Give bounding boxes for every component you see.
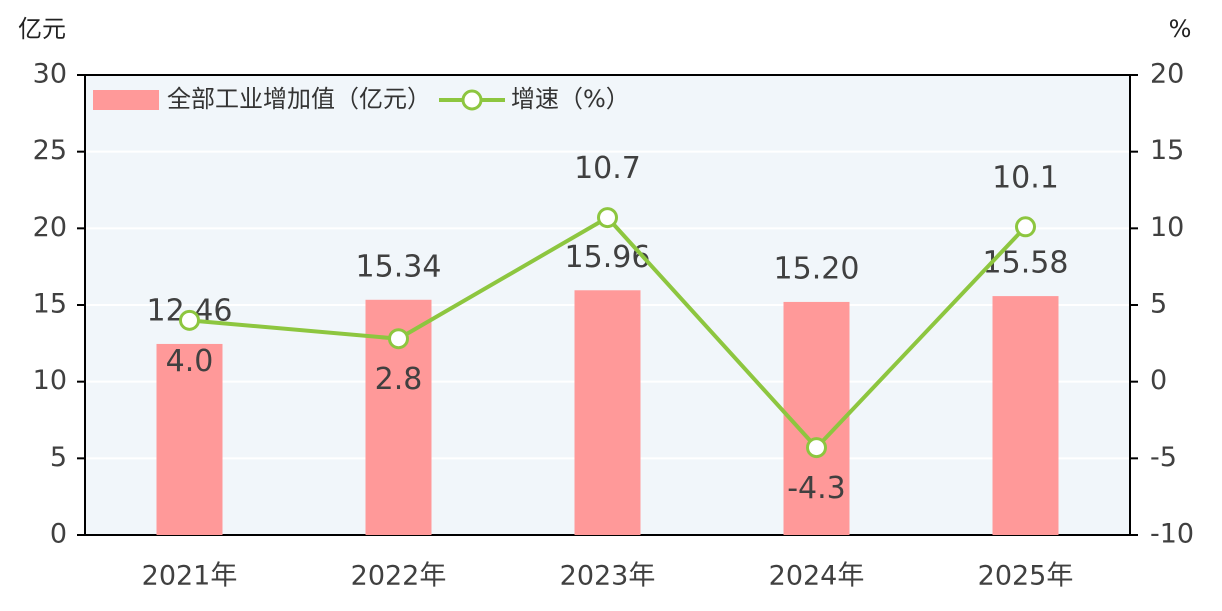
x-tick-label: 2025年	[978, 561, 1074, 592]
line-point	[597, 207, 618, 229]
y-tick-label: 25	[33, 135, 67, 166]
line-value-label: 4.0	[166, 344, 214, 379]
x-tick-label: 2023年	[560, 561, 656, 592]
y-tick-label: 20	[33, 212, 67, 243]
y-tick-label: 30	[33, 59, 67, 90]
legend-label: 全部工业增加值（亿元）	[167, 85, 431, 113]
legend-label: 增速（%）	[511, 85, 630, 113]
line-point	[1015, 216, 1036, 238]
line-point	[179, 309, 200, 331]
bar	[783, 301, 850, 535]
bar-value-label: 15.96	[565, 240, 651, 275]
line-value-label: -4.3	[787, 471, 846, 506]
bar	[156, 343, 223, 535]
bar	[992, 296, 1059, 535]
legend-swatch	[93, 90, 159, 110]
y-tick-label: 10	[33, 365, 67, 396]
bar-value-label: 15.58	[983, 246, 1069, 281]
bar-value-label: 15.20	[774, 251, 860, 286]
x-tick-label: 2021年	[142, 561, 238, 592]
y2-axis-unit: %	[1169, 15, 1192, 43]
y2-tick-label: 10	[1150, 212, 1184, 243]
line-point	[388, 328, 409, 350]
y2-tick-label: -10	[1150, 519, 1194, 550]
y-tick-label: 0	[50, 519, 67, 550]
y2-tick-label: -5	[1150, 442, 1177, 473]
y2-tick-label: 5	[1150, 289, 1167, 320]
legend-marker	[461, 89, 483, 111]
y-tick-label: 5	[50, 442, 67, 473]
line-value-label: 2.8	[375, 362, 423, 397]
bar-value-label: 15.34	[356, 249, 442, 284]
line-value-label: 10.1	[992, 160, 1059, 195]
y2-tick-label: 15	[1150, 135, 1184, 166]
y2-tick-label: 20	[1150, 59, 1184, 90]
x-tick-label: 2022年	[351, 561, 447, 592]
bar	[574, 290, 641, 535]
line-point	[806, 437, 827, 459]
y-axis-unit: 亿元	[18, 15, 66, 43]
line-value-label: 10.7	[574, 151, 641, 186]
y2-tick-label: 0	[1150, 365, 1167, 396]
y-tick-label: 15	[33, 289, 67, 320]
x-tick-label: 2024年	[769, 561, 865, 592]
